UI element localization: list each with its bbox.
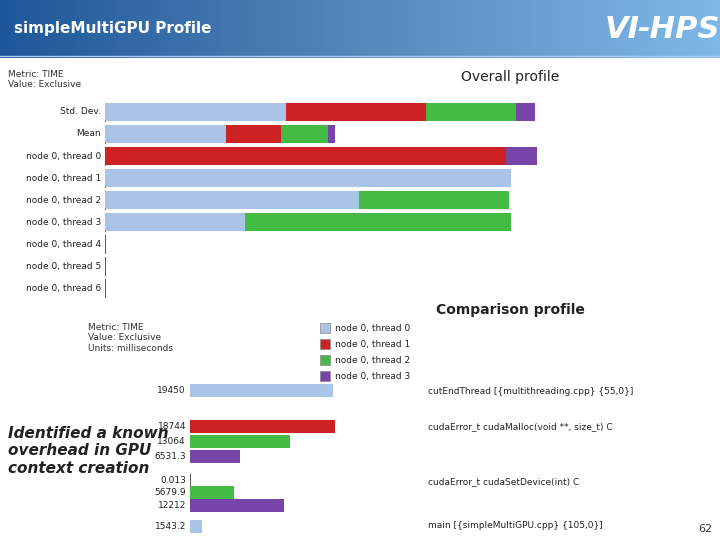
Text: node 0, thread 1: node 0, thread 1 [26,173,101,183]
Text: cudaError_t cudaSetDevice(int) C: cudaError_t cudaSetDevice(int) C [428,477,580,487]
Bar [359,191,509,209]
Text: Metric: TIME
Value: Exclusive: Metric: TIME Value: Exclusive [8,70,81,90]
Text: node 0, thread 3: node 0, thread 3 [335,372,410,381]
Bar [328,125,336,143]
Text: Mean: Mean [76,130,101,138]
Text: 62: 62 [698,524,712,534]
Bar [506,147,537,165]
Bar [426,103,516,121]
Bar [105,125,226,143]
Text: Metric: TIME
Value: Exclusive
Units: milliseconds: Metric: TIME Value: Exclusive Units: mil… [88,323,173,353]
Bar [105,169,511,187]
Text: 13064: 13064 [158,437,186,446]
Bar [105,191,359,209]
Text: simpleMultiGPU Profile: simpleMultiGPU Profile [14,22,212,37]
Text: Comparison profile: Comparison profile [436,303,585,317]
Text: VI: VI [605,15,640,44]
Text: node 0, thread 1: node 0, thread 1 [335,340,410,348]
Text: node 0, thread 5: node 0, thread 5 [26,261,101,271]
Bar [105,147,506,165]
Bar [190,486,234,499]
Bar [320,339,330,349]
Text: Std. Dev.: Std. Dev. [60,107,101,117]
Bar [105,213,245,231]
Bar [286,103,426,121]
Bar [105,103,286,121]
Bar [245,213,511,231]
Text: cudaError_t cudaMalloc(void **, size_t) C: cudaError_t cudaMalloc(void **, size_t) … [428,422,613,431]
Text: node 0, thread 2: node 0, thread 2 [26,195,101,205]
Text: node 0, thread 4: node 0, thread 4 [26,240,101,248]
Text: 18744: 18744 [158,422,186,431]
Bar [190,384,333,397]
Text: node 0, thread 6: node 0, thread 6 [26,284,101,293]
Bar [190,520,202,533]
Bar [281,125,328,143]
Bar [190,420,335,433]
Bar [516,103,535,121]
Bar [190,435,290,448]
Text: 19450: 19450 [158,386,186,395]
Text: Overall profile: Overall profile [461,70,559,84]
Bar [190,499,284,512]
Text: 12212: 12212 [158,501,186,510]
Bar [190,450,240,463]
Bar [320,371,330,381]
Text: node 0, thread 3: node 0, thread 3 [26,218,101,226]
Text: 0.013: 0.013 [160,476,186,485]
Bar [320,323,330,333]
Text: 6531.3: 6531.3 [154,452,186,461]
Text: node 0, thread 0: node 0, thread 0 [26,152,101,160]
Text: -HPS: -HPS [636,15,719,44]
Text: main [{simpleMultiGPU.cpp} {105,0}]: main [{simpleMultiGPU.cpp} {105,0}] [428,522,603,530]
Text: 5679.9: 5679.9 [154,488,186,497]
Text: Identified a known
overhead in GPU
context creation: Identified a known overhead in GPU conte… [8,426,168,476]
Text: 1543.2: 1543.2 [155,522,186,531]
Text: node 0, thread 2: node 0, thread 2 [335,355,410,364]
Bar [226,125,281,143]
Text: node 0, thread 0: node 0, thread 0 [335,323,410,333]
Bar [320,355,330,365]
Text: cutEndThread [{multithreading.cpp} {55,0}]: cutEndThread [{multithreading.cpp} {55,0… [428,387,634,395]
